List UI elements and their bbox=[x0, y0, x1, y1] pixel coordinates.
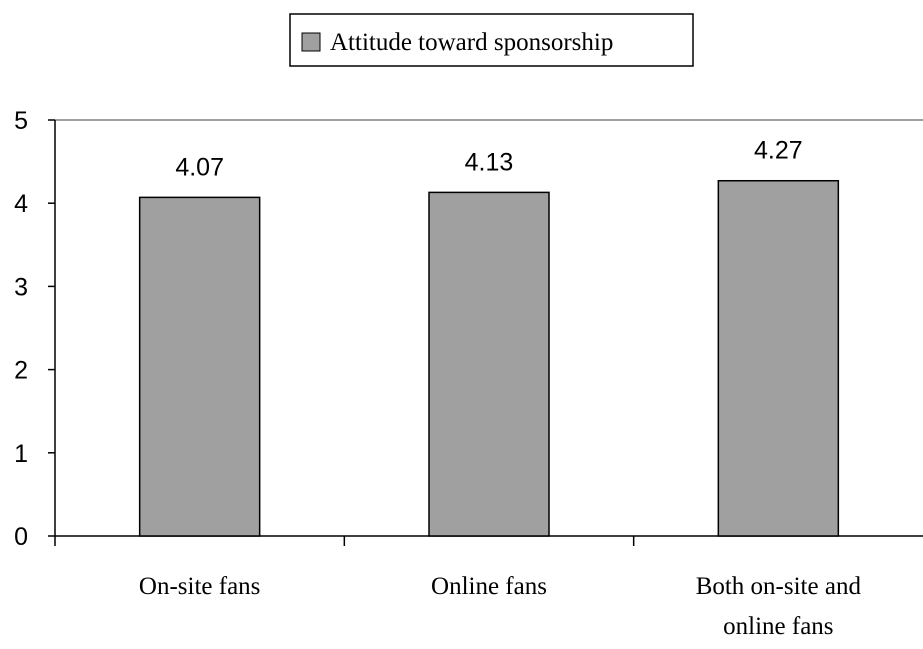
legend-swatch bbox=[301, 32, 321, 52]
bar bbox=[428, 191, 550, 537]
x-tick-label: Both on-site and bbox=[696, 573, 862, 600]
y-tick-label: 3 bbox=[14, 273, 28, 301]
x-tick-label: online fans bbox=[723, 613, 833, 640]
plot-area: 0 1 2 3 4 5 4.07 On-site fans 4.13 Online fans 4.2… bbox=[14, 107, 923, 640]
data-label: 4.07 bbox=[175, 153, 224, 181]
y-tick-label: 1 bbox=[14, 440, 28, 468]
legend: Attitude toward sponsorship bbox=[289, 13, 694, 67]
bar bbox=[717, 179, 840, 537]
y-tick-label: 2 bbox=[14, 357, 28, 385]
data-label: 4.27 bbox=[754, 137, 803, 165]
y-tick-label: 0 bbox=[14, 523, 28, 551]
y-tick-label: 5 bbox=[14, 107, 28, 135]
legend-label: Attitude toward sponsorship bbox=[330, 29, 613, 56]
x-tick-label: On-site fans bbox=[139, 573, 261, 600]
legend-box bbox=[289, 13, 694, 67]
data-label: 4.13 bbox=[465, 148, 514, 176]
bar bbox=[138, 196, 261, 537]
x-tick-label: Online fans bbox=[431, 573, 547, 600]
y-tick-label: 4 bbox=[14, 190, 28, 218]
